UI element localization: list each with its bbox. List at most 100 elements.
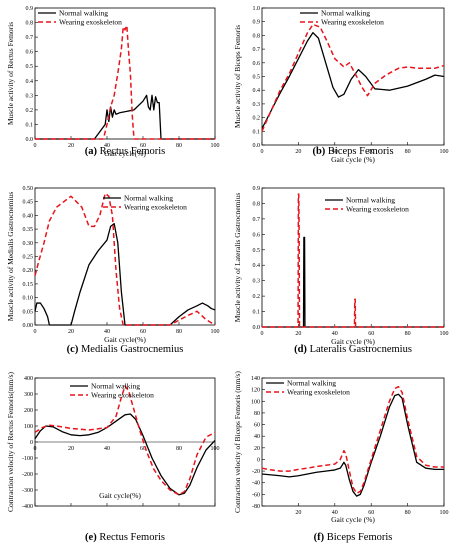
legend-label-exo: Wearing exoskeleton	[287, 388, 350, 397]
x-tick-label: 100	[211, 446, 220, 452]
y-tick-label: 0.00	[23, 323, 34, 329]
panel-caption: (f) Biceps Femoris	[314, 532, 393, 543]
caption-letter: (f)	[314, 532, 325, 543]
x-tick-label: 100	[211, 143, 220, 149]
y-tick-label: 0.1	[253, 310, 261, 316]
series-line-normal-walking	[262, 236, 444, 328]
series-line-normal-walking	[35, 94, 215, 140]
caption-text: Lateralis Gastrocnemius	[310, 344, 412, 355]
legend-label-exo: Wearing exoskeleton	[346, 205, 409, 214]
y-tick-label: -20	[252, 469, 260, 475]
y-tick-label: 0	[257, 457, 260, 463]
y-tick-label: 0.1	[26, 122, 34, 128]
x-tick-label: 40	[332, 510, 338, 516]
x-tick-label: 100	[440, 510, 449, 516]
y-tick-label: 0.35	[23, 227, 34, 233]
legend-label-exo: Wearing exoskeleton	[91, 391, 154, 400]
x-tick-label: 80	[176, 446, 182, 452]
y-tick-label: 0.5	[253, 248, 261, 254]
x-tick-label: 20	[295, 510, 301, 516]
x-tick-label: 0	[261, 331, 264, 337]
y-tick-label: 0.4	[253, 263, 261, 269]
y-axis-label: Muscle activity of Rectus Femoris	[6, 22, 15, 125]
caption-letter: (a)	[85, 146, 98, 157]
x-tick-label: 60	[140, 329, 146, 335]
y-tick-label: 20	[254, 446, 260, 452]
y-tick-label: 0.0	[26, 137, 34, 143]
y-tick-label: 0.2	[253, 294, 261, 300]
y-tick-label: 0.7	[253, 47, 261, 53]
y-tick-label: 0.9	[253, 186, 261, 192]
y-tick-label: 100	[24, 424, 33, 430]
caption-letter: (c)	[67, 344, 79, 355]
panel-caption: (c) Medialis Gastrocnemius	[67, 344, 184, 355]
y-tick-label: -200	[22, 472, 33, 478]
y-tick-label: 400	[24, 376, 33, 382]
y-axis-label: Muscle activity of Biceps Femoris	[233, 25, 242, 128]
y-axis-label: Contraction velocity of Biceps Femoris (…	[233, 371, 242, 513]
y-tick-label: 0.20	[23, 268, 34, 274]
legend-label-normal: Normal walking	[124, 194, 173, 203]
x-tick-label: 0	[261, 149, 264, 155]
y-tick-label: 0.9	[26, 6, 34, 12]
y-tick-label: 0.30	[23, 241, 34, 247]
plot-frame	[34, 7, 216, 140]
y-tick-label: 0.2	[26, 108, 34, 114]
x-tick-label: 60	[140, 143, 146, 149]
y-tick-label: 0.8	[26, 21, 34, 27]
x-tick-label: 40	[104, 329, 110, 335]
y-tick-label: 0.2	[253, 116, 261, 122]
y-tick-label: 0.5	[253, 75, 261, 81]
caption-text: Biceps Femoris	[328, 146, 394, 157]
plot-frame	[261, 377, 445, 507]
y-tick-label: 0.50	[23, 186, 34, 192]
x-axis-label: Gait cycle(%)	[99, 491, 141, 500]
y-tick-label: 0.1	[253, 129, 261, 135]
x-tick-label: 20	[68, 143, 74, 149]
legend-label-normal: Normal walking	[287, 379, 336, 388]
x-tick-label: 20	[68, 329, 74, 335]
y-tick-label: 0.8	[253, 201, 261, 207]
x-tick-label: 80	[176, 329, 182, 335]
caption-letter: (d)	[294, 344, 307, 355]
y-axis-label: Muscle activity of Lateralis Gastrocnemi…	[233, 193, 242, 323]
x-tick-label: 100	[211, 329, 220, 335]
x-tick-label: 100	[440, 149, 449, 155]
y-tick-label: 60	[254, 423, 260, 429]
panel-caption: (e) Rectus Femoris	[85, 532, 165, 543]
panel-caption: (d) Lateralis Gastrocnemius	[294, 344, 412, 355]
y-tick-label: 0.6	[253, 232, 261, 238]
x-tick-label: 80	[176, 143, 182, 149]
caption-text: Biceps Femoris	[327, 532, 393, 543]
y-tick-label: 140	[251, 376, 260, 382]
x-tick-label: 0	[34, 446, 37, 452]
x-tick-label: 40	[104, 446, 110, 452]
caption-letter: (e)	[85, 532, 97, 543]
y-axis-label: Muscle activity of Medialis Gastrocnemiu…	[6, 192, 15, 322]
y-tick-label: 0.6	[253, 61, 261, 67]
x-axis-label: Gait cycle (%)	[331, 155, 375, 164]
y-tick-label: 0.10	[23, 296, 34, 302]
series-line-wearing-exoskeleton	[261, 23, 445, 132]
y-tick-label: 0.7	[26, 35, 34, 41]
y-tick-label: 0.05	[23, 309, 34, 315]
caption-text: Rectus Femoris	[100, 146, 166, 157]
y-tick-label: 0.45	[23, 200, 34, 206]
y-tick-label: -300	[22, 488, 33, 494]
x-tick-label: 80	[405, 510, 411, 516]
x-tick-label: 100	[440, 331, 449, 337]
y-tick-label: 0.9	[253, 20, 261, 26]
y-tick-label: 0.8	[253, 33, 261, 39]
y-tick-label: 0	[30, 440, 33, 446]
series-line-wearing-exoskeleton	[35, 24, 215, 140]
x-tick-label: 20	[295, 149, 301, 155]
x-tick-label: 0	[34, 329, 37, 335]
series-line-wearing-exoskeleton	[262, 193, 444, 328]
series-line-wearing-exoskeleton	[261, 385, 444, 494]
